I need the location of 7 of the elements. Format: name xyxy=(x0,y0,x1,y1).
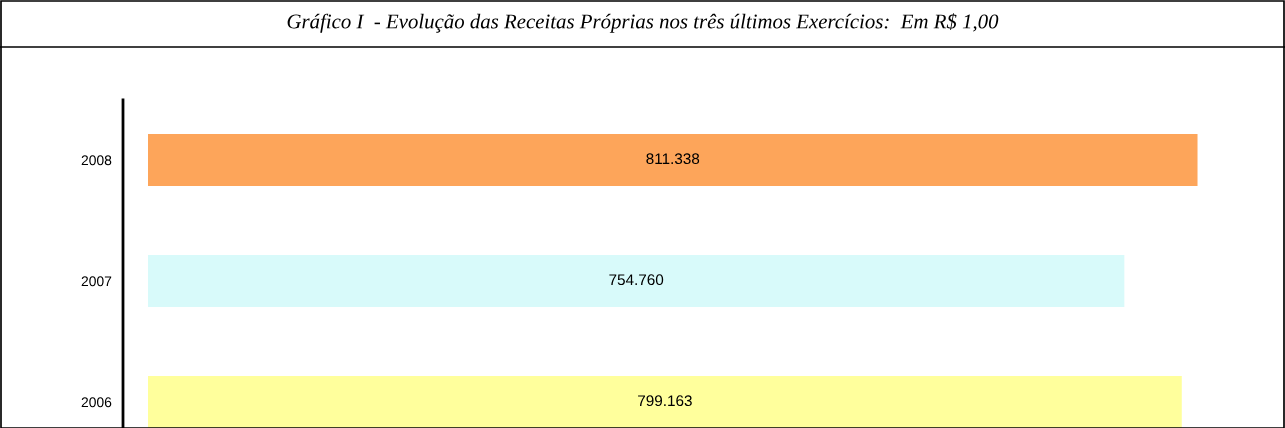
data-label: 754.760 xyxy=(609,274,664,286)
y-tick-label: 2007 xyxy=(81,276,112,287)
chart-title: Gráfico I - Evolução das Receitas Próprias nos três últimos Exercícios: Em R$ 1,00 xyxy=(287,13,999,33)
data-label: 811.338 xyxy=(646,153,700,165)
data-label: 799.163 xyxy=(638,395,692,407)
y-tick-label: 2006 xyxy=(81,397,112,408)
y-tick-label: 2008 xyxy=(81,155,112,166)
